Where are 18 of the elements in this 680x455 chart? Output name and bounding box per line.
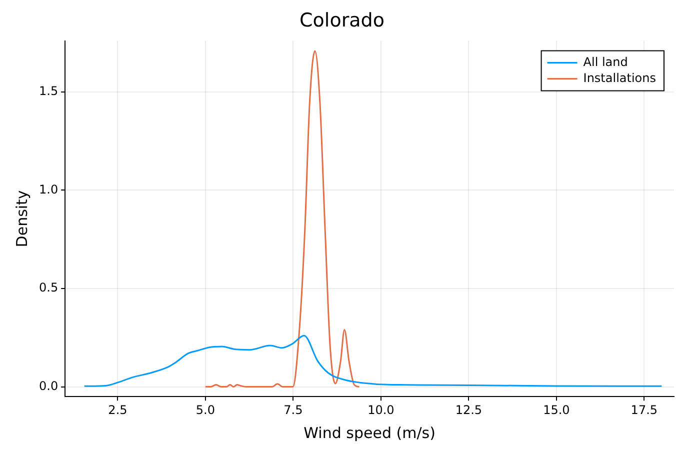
line-series: [204, 50, 360, 388]
chart-title: Colorado: [300, 9, 384, 32]
x-tick-label: 12.5: [455, 402, 482, 417]
legend-label: All land: [583, 54, 628, 69]
x-axis-title: Wind speed (m/s): [304, 424, 436, 442]
y-tick-label: 0.5: [38, 280, 58, 295]
x-tick-label: 17.5: [630, 402, 658, 417]
x-tick-label: 15.0: [543, 402, 570, 417]
legend-label: Installations: [583, 70, 656, 85]
y-tick-label: 1.0: [38, 182, 58, 196]
line-series: [84, 334, 662, 387]
y-tick-label: 0.0: [38, 378, 58, 393]
x-tick-label: 10.0: [368, 402, 394, 417]
x-tick-label: 7.5: [284, 402, 303, 417]
x-tick-label: 5.0: [196, 402, 216, 417]
y-axis-title: Density: [12, 190, 31, 248]
x-tick-label: 2.5: [108, 402, 128, 417]
y-tick-label: 1.5: [38, 84, 58, 98]
